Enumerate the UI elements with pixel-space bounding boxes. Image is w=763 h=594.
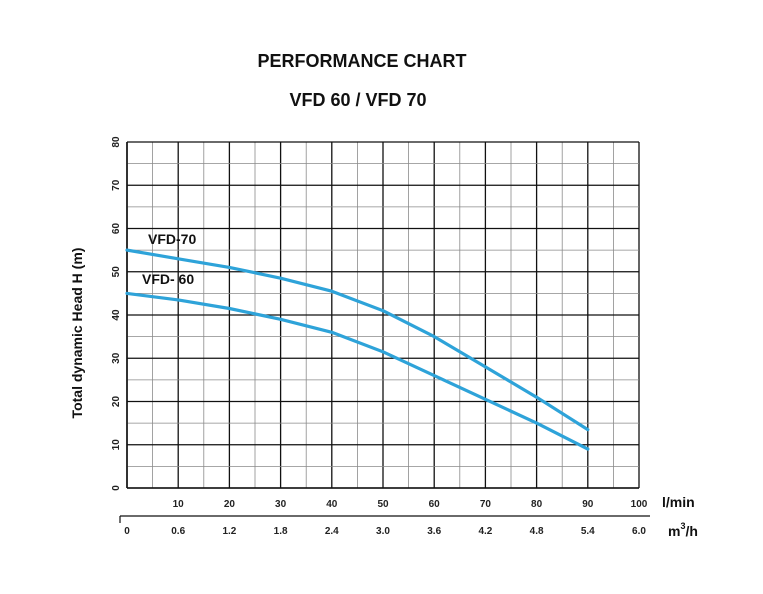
series-point	[125, 291, 129, 295]
x2-tick-label: 3.6	[427, 526, 441, 537]
x2-tick-label: 2.4	[325, 526, 339, 537]
x-tick-label: 60	[429, 499, 441, 510]
x-axis-ticks-lmin: 10 20 30 40 50 60 70 80 90 100	[173, 499, 648, 510]
chart-axes	[119, 142, 650, 523]
y-tick-label: 0	[111, 485, 122, 491]
x-axis-unit-m3h: m3/h	[668, 521, 698, 539]
series-point	[432, 374, 436, 377]
x-axis-ticks-m3h: 0 0.6 1.2 1.8 2.4 3.0 3.6 4.2 4.8 5.4 6.0	[124, 526, 646, 537]
y-axis-ticks: 0 10 20 30 40 50 60 70 80	[111, 136, 122, 491]
x2-tick-label: 1.2	[222, 526, 236, 537]
x-tick-label: 80	[531, 499, 543, 510]
y-tick-label: 30	[111, 352, 122, 364]
y-tick-label: 70	[111, 179, 122, 191]
series-point	[125, 248, 129, 252]
series-label: VFD- 60	[142, 271, 194, 287]
x2-tick-label: 1.8	[274, 526, 288, 537]
y-tick-label: 80	[111, 136, 122, 148]
series-point	[279, 317, 282, 321]
series-point	[330, 330, 334, 334]
series-point	[381, 309, 385, 313]
series-line	[125, 291, 590, 451]
x2-tick-label: 5.4	[581, 526, 595, 537]
y-tick-label: 50	[111, 266, 122, 278]
series-point	[432, 335, 436, 339]
y-tick-label: 10	[111, 439, 122, 451]
series-point	[586, 447, 590, 451]
x2-tick-label: 0.6	[171, 526, 185, 537]
x-axis-unit-m3h-base: m	[668, 523, 680, 539]
chart-series: VFD-70 VFD- 60	[125, 231, 590, 451]
x-axis-unit-m3h-tail: /h	[685, 523, 697, 539]
series-point	[176, 298, 180, 302]
x2-tick-label: 0	[124, 526, 130, 537]
x-tick-label: 90	[582, 499, 594, 510]
x2-tick-label: 4.8	[530, 526, 544, 537]
x-tick-label: 10	[173, 499, 185, 510]
series-point	[228, 307, 231, 310]
series-point	[228, 266, 231, 269]
series-point	[176, 257, 180, 261]
series-point	[279, 276, 282, 280]
series-point	[484, 365, 487, 369]
series-point	[535, 421, 538, 425]
x-tick-label: 50	[377, 499, 389, 510]
x2-tick-label: 4.2	[478, 526, 492, 537]
series-point	[586, 428, 590, 432]
x-tick-label: 40	[326, 499, 338, 510]
series-point	[535, 395, 538, 399]
chart-title: PERFORMANCE CHART	[258, 51, 467, 71]
x2-tick-label: 3.0	[376, 526, 390, 537]
chart-subtitle: VFD 60 / VFD 70	[289, 90, 426, 110]
y-tick-label: 60	[111, 223, 122, 235]
x2-tick-label: 6.0	[632, 526, 646, 537]
x-tick-label: 70	[480, 499, 492, 510]
y-tick-label: 20	[111, 396, 122, 408]
x-axis-unit-lmin: l/min	[662, 494, 695, 510]
y-tick-label: 40	[111, 309, 122, 321]
x-tick-label: 100	[631, 499, 648, 510]
x-axis-unit-m3h-exp: 3	[680, 521, 685, 531]
series-label: VFD-70	[148, 231, 196, 247]
series-line	[125, 248, 590, 432]
x-tick-label: 30	[275, 499, 287, 510]
y-axis-label: Total dynamic Head H (m)	[69, 248, 85, 419]
series-point	[330, 289, 334, 293]
series-point	[484, 397, 487, 401]
series-point	[381, 350, 385, 354]
x-tick-label: 20	[224, 499, 236, 510]
